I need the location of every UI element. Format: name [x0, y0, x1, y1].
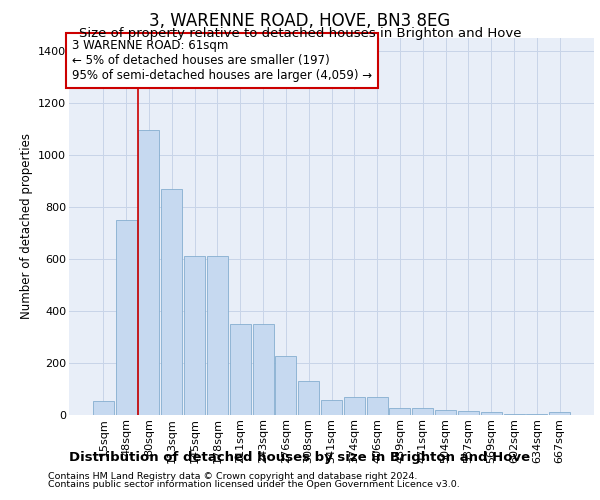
Bar	[367, 398, 388, 415]
Bar	[344, 397, 365, 415]
Bar	[481, 412, 502, 415]
Text: Contains public sector information licensed under the Open Government Licence v3: Contains public sector information licen…	[48, 480, 460, 489]
Bar	[526, 414, 547, 415]
Bar	[230, 324, 251, 415]
Text: 3 WARENNE ROAD: 61sqm
← 5% of detached houses are smaller (197)
95% of semi-deta: 3 WARENNE ROAD: 61sqm ← 5% of detached h…	[71, 40, 372, 82]
Bar	[458, 412, 479, 415]
Bar	[93, 402, 114, 415]
Bar	[298, 381, 319, 415]
Bar	[412, 408, 433, 415]
Bar	[321, 400, 342, 415]
Bar	[549, 412, 570, 415]
Text: Size of property relative to detached houses in Brighton and Hove: Size of property relative to detached ho…	[79, 28, 521, 40]
Bar	[275, 356, 296, 415]
Y-axis label: Number of detached properties: Number of detached properties	[20, 133, 32, 320]
Bar	[116, 220, 137, 415]
Text: Contains HM Land Registry data © Crown copyright and database right 2024.: Contains HM Land Registry data © Crown c…	[48, 472, 418, 481]
Bar	[435, 410, 456, 415]
Bar	[253, 324, 274, 415]
Bar	[139, 130, 160, 415]
Bar	[503, 414, 524, 415]
Bar	[184, 256, 205, 415]
Bar	[207, 256, 228, 415]
Bar	[389, 408, 410, 415]
Text: 3, WARENNE ROAD, HOVE, BN3 8EG: 3, WARENNE ROAD, HOVE, BN3 8EG	[149, 12, 451, 30]
Text: Distribution of detached houses by size in Brighton and Hove: Distribution of detached houses by size …	[70, 451, 530, 464]
Bar	[161, 188, 182, 415]
